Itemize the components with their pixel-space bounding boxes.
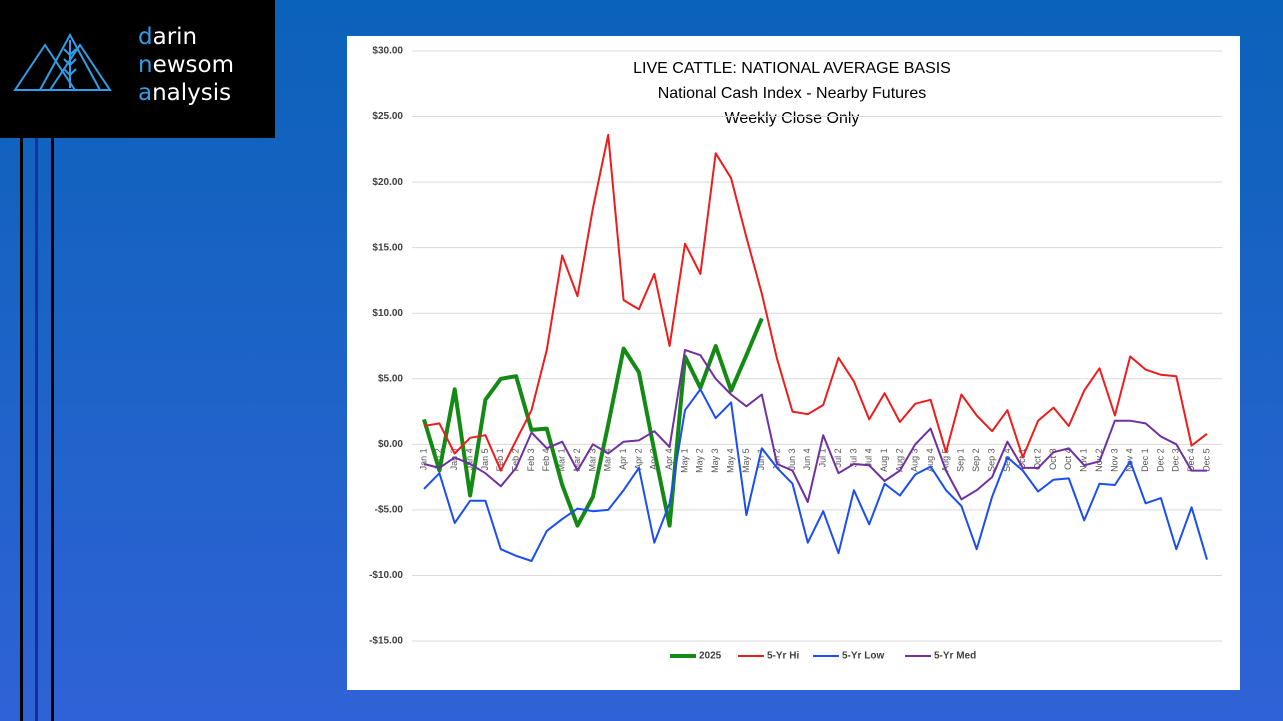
x-tick-label: Nov 2 [1094, 448, 1104, 472]
y-tick-label: $30.00 [372, 46, 403, 57]
side-line [51, 138, 54, 721]
chart: LIVE CATTLE: NATIONAL AVERAGE BASIS Nati… [347, 36, 1240, 690]
x-tick-label: Jan 2 [434, 448, 444, 470]
x-tick-label: Nov 3 [1109, 448, 1119, 472]
legend-item: 5-Yr Low [813, 651, 884, 662]
x-tick-label: Feb 1 [495, 448, 505, 471]
legend-item: 2025 [670, 651, 722, 662]
x-tick-label: Aug 3 [910, 448, 920, 472]
legend-item: 5-Yr Hi [738, 651, 799, 662]
chart-subtitle: Weekly Close Only [725, 110, 860, 127]
x-tick-label: Sep 2 [971, 448, 981, 472]
legend-label: 2025 [699, 651, 722, 662]
series-line [423, 348, 1207, 503]
x-tick-label: Aug 1 [879, 448, 889, 472]
x-tick-label: Mar 3 [587, 448, 597, 471]
x-tick-label: Apr 1 [618, 448, 628, 470]
x-tick-label: May 5 [741, 448, 751, 473]
logo-word: darin [138, 24, 198, 50]
x-tick-label: Aug 5 [940, 448, 950, 472]
x-tick-label: Jan 1 [418, 448, 428, 470]
y-tick-label: $20.00 [372, 177, 403, 188]
x-tick-label: Aug 2 [894, 448, 904, 472]
x-tick-label: Dec 2 [1155, 448, 1165, 472]
x-tick-label: Jan 5 [480, 448, 490, 470]
series-line [423, 133, 1208, 472]
side-line [35, 138, 38, 721]
x-tick-label: Aug 4 [925, 448, 935, 472]
x-tick-label: May 2 [695, 448, 705, 473]
logo-icon [13, 32, 112, 91]
x-tick-label: Oct 3 [1048, 448, 1058, 470]
legend-label: 5-Yr Low [842, 651, 884, 662]
y-tick-label: $0.00 [378, 439, 403, 450]
y-tick-label: $15.00 [372, 242, 403, 253]
legend-label: 5-Yr Hi [767, 651, 799, 662]
x-tick-label: Apr 4 [664, 448, 674, 470]
x-tick-label: Oct 1 [1017, 448, 1027, 470]
x-tick-label: Jun 1 [756, 448, 766, 470]
x-tick-label: Feb 2 [510, 448, 520, 471]
x-tick-label: Jul 4 [864, 448, 874, 467]
series-line [423, 388, 1208, 562]
x-tick-label: Mar 2 [572, 448, 582, 471]
y-tick-label: $25.00 [372, 111, 403, 122]
y-tick-label: -$10.00 [369, 570, 403, 581]
x-tick-label: May 1 [679, 448, 689, 473]
x-tick-label: Jun 3 [787, 448, 797, 470]
y-tick-label: $10.00 [372, 308, 403, 319]
legend-item: 5-Yr Med [905, 651, 976, 662]
x-tick-label: Dec 4 [1186, 448, 1196, 472]
y-tick-label: -$5.00 [375, 505, 404, 516]
x-tick-label: Feb 4 [541, 448, 551, 471]
x-tick-label: Sep 3 [986, 448, 996, 472]
x-tick-label: Jul 1 [818, 448, 828, 467]
x-tick-label: Nov 4 [1125, 448, 1135, 472]
x-tick-label: Dec 5 [1201, 448, 1211, 472]
logo-word: analysis [138, 80, 232, 106]
x-tick-label: Mar 4 [603, 448, 613, 471]
x-tick-label: May 3 [710, 448, 720, 473]
x-tick-label: Jul 3 [848, 448, 858, 467]
side-line [20, 138, 23, 721]
chart-title: LIVE CATTLE: NATIONAL AVERAGE BASIS [633, 60, 951, 77]
x-tick-label: Mar 1 [557, 448, 567, 471]
x-tick-label: Feb 3 [526, 448, 536, 471]
x-tick-label: Jan 3 [449, 448, 459, 470]
y-tick-label: $5.00 [378, 373, 403, 384]
x-tick-label: Apr 2 [633, 448, 643, 470]
x-tick-label: Sep 1 [956, 448, 966, 472]
x-tick-label: Dec 1 [1140, 448, 1150, 472]
x-tick-label: May 4 [725, 448, 735, 473]
series-line [422, 317, 764, 528]
chart-subtitle: National Cash Index - Nearby Futures [658, 85, 927, 102]
x-tick-label: Jul 2 [833, 448, 843, 467]
x-tick-label: Oct 4 [1063, 448, 1073, 470]
y-tick-label: -$15.00 [369, 636, 403, 647]
x-tick-label: Jun 4 [802, 448, 812, 470]
logo-word: newsom [138, 52, 234, 78]
x-tick-label: Oct 2 [1032, 448, 1042, 470]
x-tick-label: Nov 1 [1079, 448, 1089, 472]
logo: darin newsom analysis [0, 0, 275, 138]
x-tick-label: Jan 4 [464, 448, 474, 470]
legend-label: 5-Yr Med [934, 651, 976, 662]
x-tick-label: Dec 3 [1171, 448, 1181, 472]
x-tick-label: Apr 3 [649, 448, 659, 470]
